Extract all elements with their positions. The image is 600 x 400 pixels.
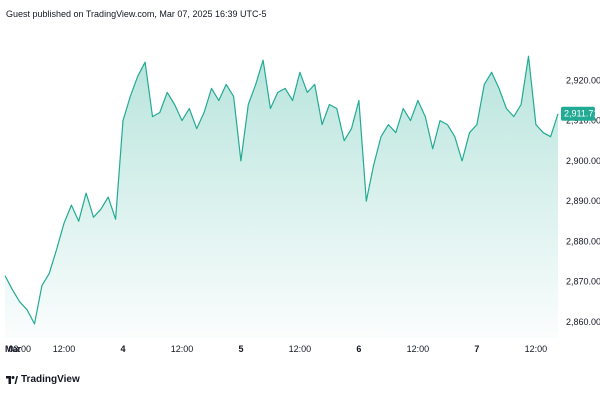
tradingview-logo-icon <box>6 375 18 384</box>
y-tick-label: 2,860.000 <box>566 317 600 327</box>
brand-label: TradingView <box>21 374 80 385</box>
y-tick-label: 2,880.000 <box>566 236 600 246</box>
x-tick-label: 6 <box>356 344 361 354</box>
x-tick-label: 12:00 <box>289 344 312 354</box>
publish-info: Guest published on TradingView.com, Mar … <box>6 9 267 19</box>
x-tick-label: 12:00 <box>53 344 76 354</box>
last-price-badge: 2,911.715 <box>561 106 600 121</box>
last-price-label: 2,911.715 <box>564 109 600 119</box>
tradingview-brand[interactable]: TradingView <box>6 374 80 385</box>
price-line <box>4 55 559 325</box>
last-price-badge-bg <box>561 106 595 121</box>
x-tick-label: 12:00 <box>407 344 430 354</box>
x-tick-label: 4 <box>120 344 125 354</box>
x-tick-label: 12:00 <box>171 344 194 354</box>
x-tick-label: 03:00 <box>8 344 31 354</box>
x-tick-label: 12:00 <box>525 344 548 354</box>
y-tick-label: 2,870.000 <box>566 277 600 287</box>
x-tick-label: 7 <box>474 344 479 354</box>
y-tick-label: 2,890.000 <box>566 196 600 206</box>
x-tick-label: 5 <box>238 344 243 354</box>
y-tick-label: 2,920.000 <box>566 75 600 85</box>
price-area-fill <box>5 56 558 338</box>
x-tick-label: Mar <box>5 344 22 354</box>
y-tick-label: 2,900.000 <box>566 156 600 166</box>
